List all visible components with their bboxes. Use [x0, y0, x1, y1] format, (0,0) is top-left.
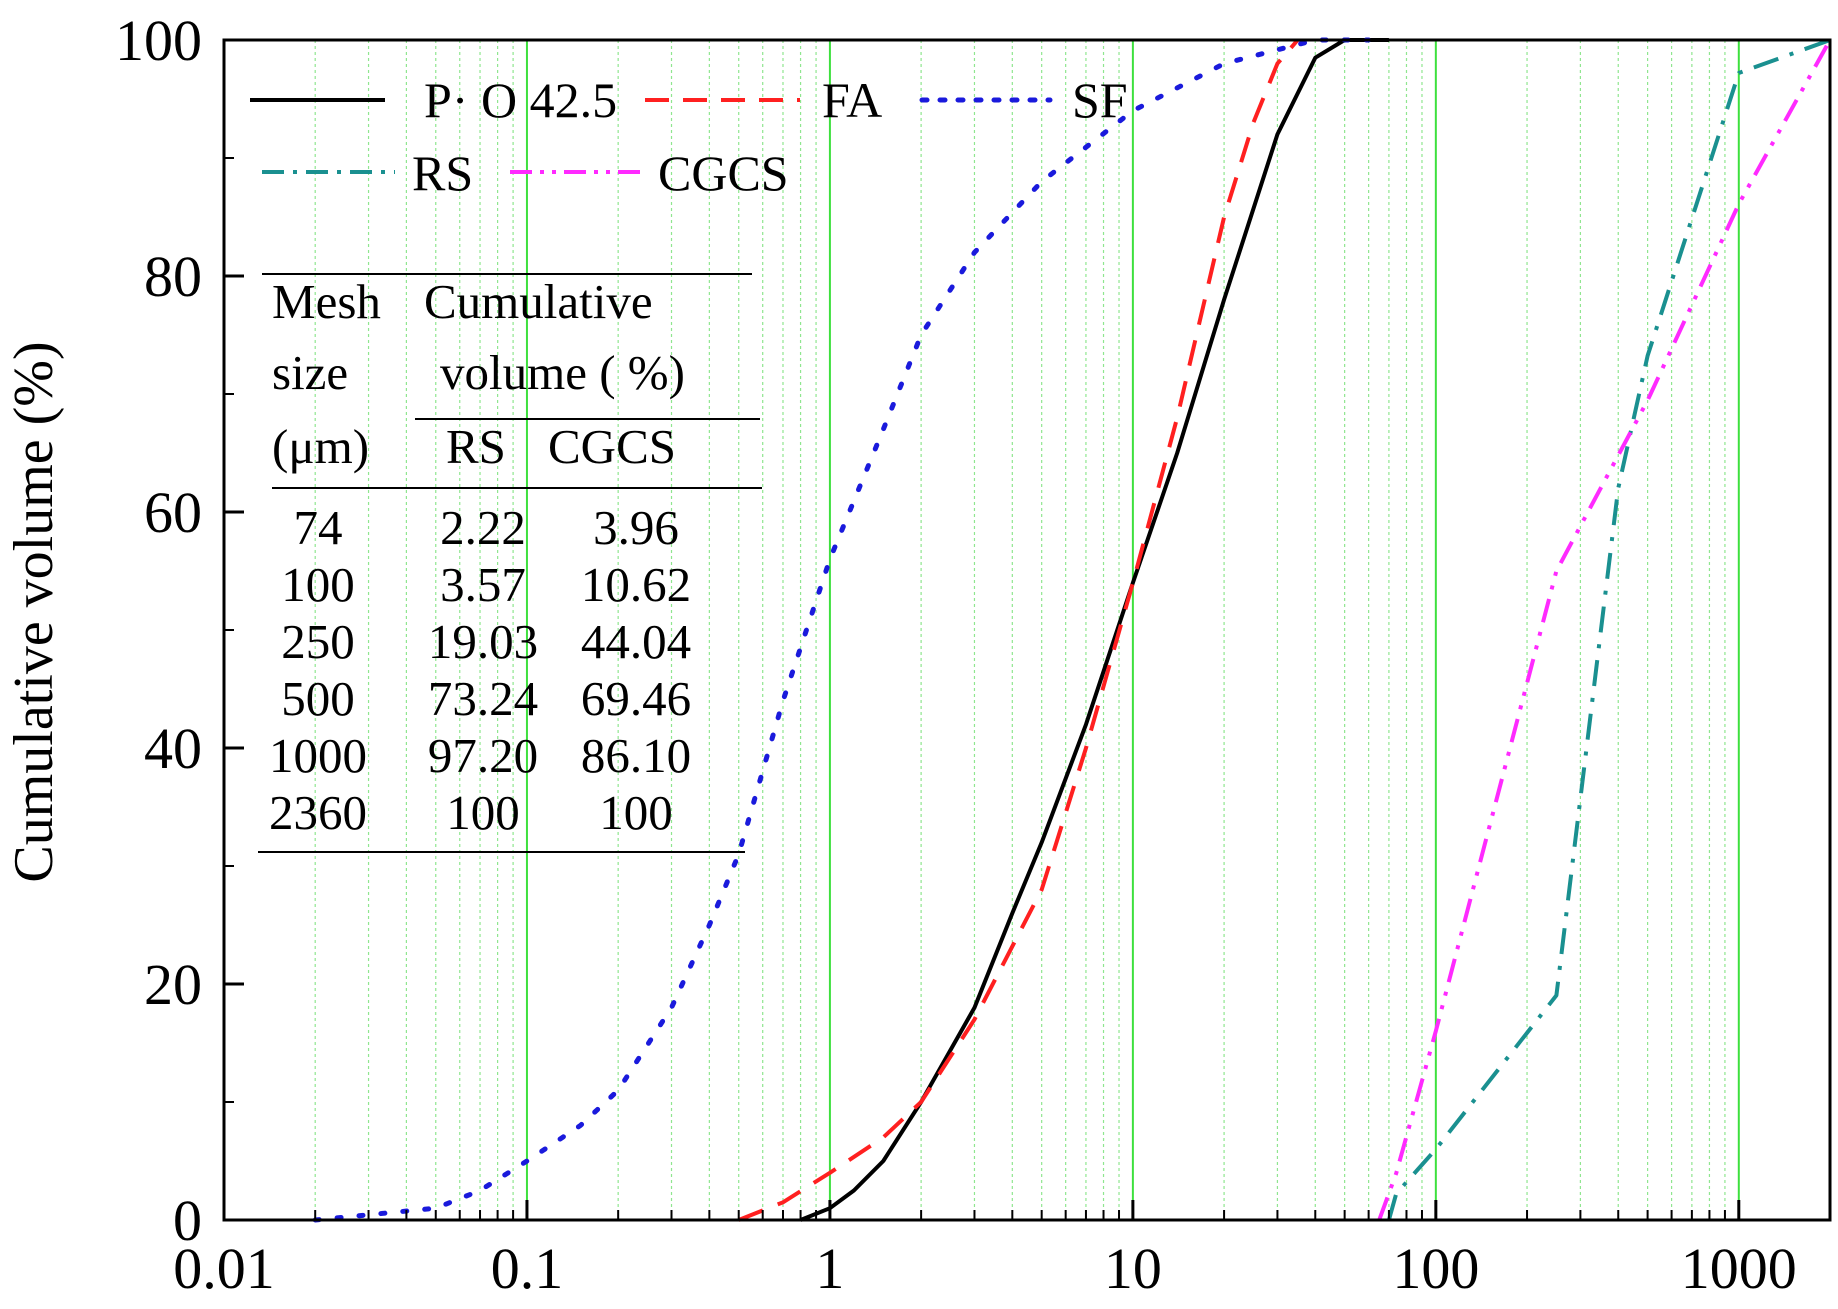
- series-line-sf: [312, 37, 1372, 1223]
- table-header-mesh-1: Mesh: [272, 274, 381, 329]
- table-header-rs: RS: [446, 419, 506, 474]
- mesh-size-table: Mesh size (μm) Cumulative volume ( %) RS…: [258, 273, 762, 853]
- legend-label-sf: SF: [1072, 72, 1128, 128]
- table-cell: 1000: [269, 728, 367, 783]
- table-cell: 2360: [269, 785, 367, 840]
- legend-label-po425: P· O 42.5: [424, 72, 617, 128]
- y-axis-title: Cumulative volume (%): [3, 341, 65, 882]
- legend-label-cgcs: CGCS: [658, 145, 789, 201]
- table-header-cumulative-1: Cumulative: [424, 274, 653, 329]
- y-tick-label: 20: [144, 952, 202, 1017]
- table-header-mesh-3: (μm): [272, 419, 369, 474]
- axis-ticks: 0.01 0.1 1 10 100 1000 0 20 40 60 80 100: [115, 8, 1797, 1301]
- table-rows: 74 2.22 3.96 100 3.57 10.62 250 19.03 44.04 500 73…: [269, 500, 691, 840]
- table-cell: 500: [281, 671, 355, 726]
- table-cell: 100: [446, 785, 520, 840]
- x-tick-label: 10: [1104, 1236, 1162, 1301]
- series-line-fa: [737, 38, 1300, 1222]
- y-tick-label: 0: [173, 1188, 202, 1253]
- legend-label-fa: FA: [822, 72, 882, 128]
- table-cell: 10.62: [581, 557, 691, 612]
- series-line-rs: [1386, 38, 1831, 1221]
- table-cell: 3.96: [593, 500, 679, 555]
- series-line-cgcs: [1377, 39, 1832, 1221]
- y-tick-label: 40: [144, 716, 202, 781]
- x-tick-label: 100: [1392, 1236, 1479, 1301]
- table-cell: 97.20: [428, 728, 538, 783]
- table-header-cgcs: CGCS: [548, 419, 676, 474]
- grid-lines: [314, 40, 1740, 1220]
- table-cell: 73.24: [428, 671, 538, 726]
- legend: P· O 42.5 FA SF RS CGCS: [250, 72, 1128, 201]
- table-cell: 3.57: [440, 557, 526, 612]
- legend-label-rs: RS: [412, 145, 473, 201]
- y-tick-label: 80: [144, 244, 202, 309]
- table-cell: 86.10: [581, 728, 691, 783]
- table-cell: 44.04: [581, 614, 691, 669]
- table-cell: 69.46: [581, 671, 691, 726]
- y-tick-label: 60: [144, 480, 202, 545]
- table-cell: 74: [294, 500, 343, 555]
- series-lines: [312, 37, 1832, 1223]
- table-cell: 100: [599, 785, 673, 840]
- series-line-p-o-42-5: [799, 38, 1389, 1222]
- y-tick-label: 100: [115, 8, 202, 73]
- x-tick-label: 0.1: [491, 1236, 564, 1301]
- x-tick-label: 1000: [1681, 1236, 1797, 1301]
- table-cell: 19.03: [428, 614, 538, 669]
- x-tick-label: 1: [815, 1236, 844, 1301]
- table-cell: 250: [281, 614, 355, 669]
- table-header-mesh-2: size: [272, 345, 348, 400]
- table-cell: 100: [281, 557, 355, 612]
- x-tick-label: 0.01: [173, 1236, 275, 1301]
- table-header-cumulative-2: volume ( %): [440, 345, 685, 400]
- table-cell: 2.22: [440, 500, 526, 555]
